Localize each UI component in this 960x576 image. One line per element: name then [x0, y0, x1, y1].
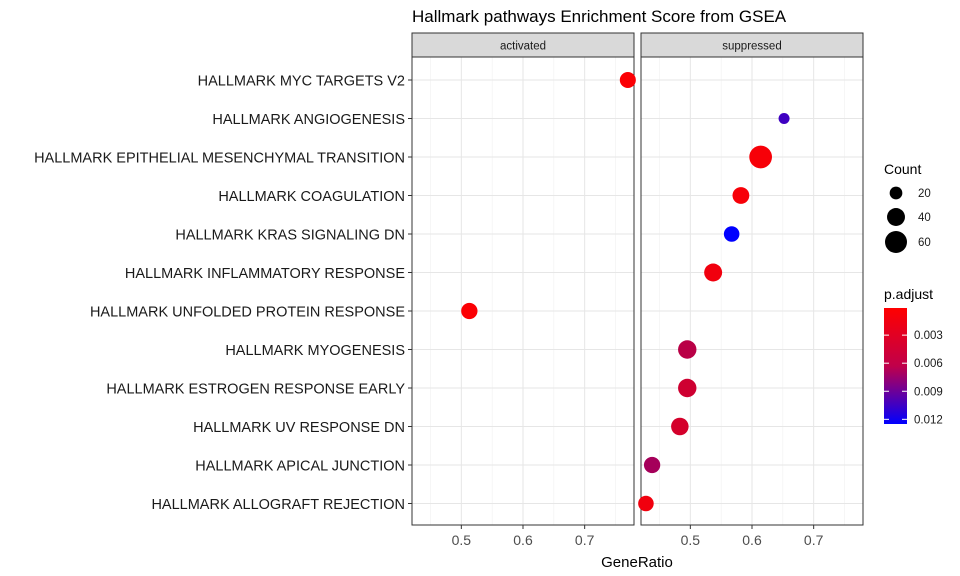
color-legend-label: 0.009	[914, 386, 943, 398]
y-tick-label: HALLMARK ANGIOGENESIS	[212, 112, 405, 128]
color-legend-label: 0.012	[914, 414, 943, 426]
y-tick-label: HALLMARK ALLOGRAFT REJECTION	[151, 497, 405, 513]
facet-panel-suppressed: suppressed 0.5 0.6 0.7	[638, 32, 864, 548]
color-legend-title: p.adjust	[884, 286, 933, 302]
data-point	[678, 340, 697, 359]
x-tick-label: 0.7	[804, 532, 824, 548]
facet-panel-activated: activated 0.5 0.6 0.7	[411, 32, 636, 548]
data-point	[461, 302, 478, 320]
y-tick-label: HALLMARK COAGULATION	[218, 189, 405, 205]
y-tick-label: HALLMARK UV RESPONSE DN	[193, 420, 405, 436]
x-tick-label: 0.6	[513, 532, 533, 548]
color-legend-label: 0.006	[914, 358, 943, 370]
legend: Count p.adjust 20 40 60 0.003 0.006 0.009 0.01…	[884, 161, 943, 426]
size-legend-label: 60	[918, 237, 931, 249]
data-point	[704, 263, 723, 282]
data-point	[643, 456, 661, 474]
y-tick-label: HALLMARK UNFOLDED PROTEIN RESPONSE	[90, 305, 405, 321]
size-legend-key	[887, 208, 905, 226]
x-tick-label: 0.5	[681, 532, 701, 548]
color-bar	[884, 308, 907, 424]
y-tick-label: HALLMARK ESTROGEN RESPONSE EARLY	[106, 382, 405, 398]
data-point	[671, 417, 689, 436]
color-legend-label: 0.003	[914, 330, 943, 342]
data-point	[619, 71, 636, 89]
size-legend-key	[889, 186, 903, 200]
y-tick-label: HALLMARK APICAL JUNCTION	[195, 459, 405, 475]
size-legend-label: 20	[918, 188, 931, 200]
facet-strip	[640, 32, 864, 58]
facet-strip	[411, 32, 635, 58]
facet-strip-label: activated	[500, 41, 546, 53]
chart-title: Hallmark pathways Enrichment Score from …	[412, 7, 787, 26]
data-point	[778, 113, 790, 124]
y-tick-label: HALLMARK INFLAMMATORY RESPONSE	[125, 266, 405, 282]
size-legend-label: 40	[918, 212, 931, 224]
data-point	[723, 226, 740, 242]
x-tick-label: 0.5	[452, 532, 472, 548]
y-tick-label: HALLMARK MYC TARGETS V2	[198, 74, 405, 90]
x-tick-label: 0.6	[742, 532, 762, 548]
size-legend-title: Count	[884, 161, 921, 177]
data-point	[732, 187, 750, 204]
y-tick-label: HALLMARK EPITHELIAL MESENCHYMAL TRANSITI…	[34, 151, 405, 167]
facet-strip-label: suppressed	[722, 41, 781, 53]
y-tick-label: HALLMARK MYOGENESIS	[225, 343, 405, 359]
data-point	[638, 495, 654, 512]
x-tick-label: 0.7	[575, 532, 595, 548]
data-point	[678, 378, 697, 398]
size-legend-key	[885, 231, 907, 253]
data-point	[749, 145, 772, 169]
y-tick-label: HALLMARK KRAS SIGNALING DN	[175, 228, 405, 244]
x-axis-title: GeneRatio	[601, 554, 673, 571]
